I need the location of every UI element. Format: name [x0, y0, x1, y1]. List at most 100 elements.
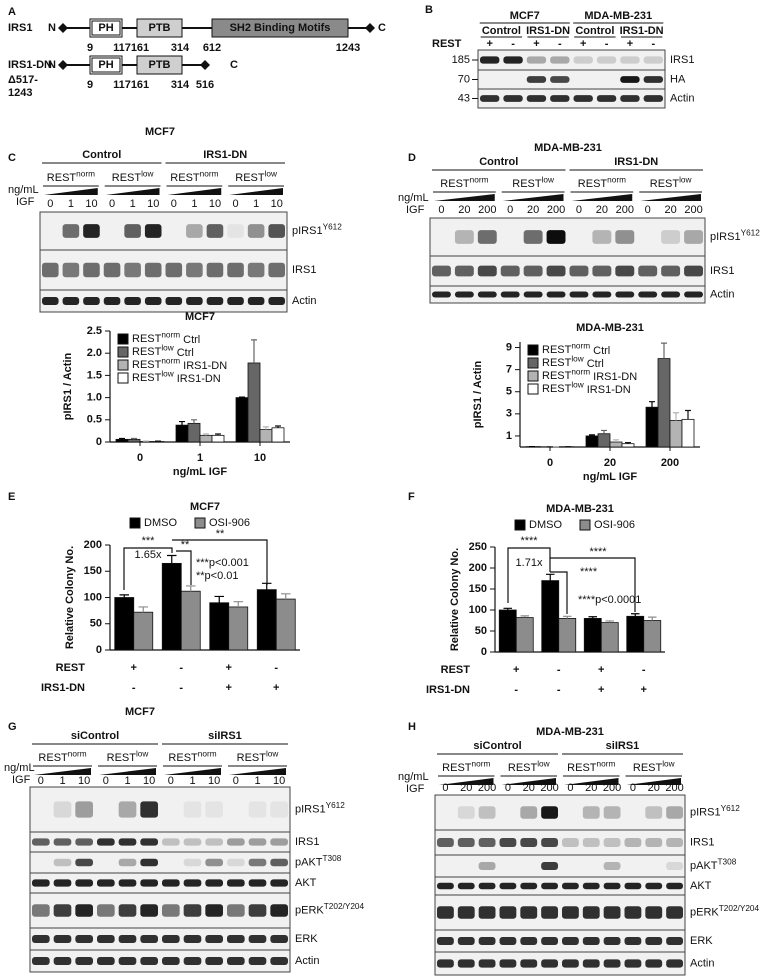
blot-band: [603, 937, 621, 945]
blot-band: [247, 262, 265, 278]
dose: 0: [47, 198, 53, 210]
blot-band: [118, 858, 137, 867]
dose: 200: [478, 782, 496, 794]
significance: **: [181, 539, 190, 551]
blot-band: [162, 879, 180, 887]
blot-band: [620, 76, 640, 83]
blot-band: [118, 838, 137, 846]
blot-band: [53, 957, 72, 965]
error-bar: [613, 439, 619, 443]
blot-band: [205, 904, 223, 917]
condition: RESTlow: [237, 750, 279, 764]
error-bar: [503, 607, 512, 610]
blot-band: [457, 906, 475, 919]
bar: [187, 422, 201, 443]
sign: -: [605, 38, 609, 50]
blot-band: [62, 297, 80, 305]
blot-band: [248, 957, 267, 965]
blot-band: [53, 801, 72, 818]
sign: +: [580, 38, 586, 50]
blot-row-label: pIRS1Y612: [710, 229, 760, 243]
blot-band: [53, 879, 72, 887]
dose: 1: [59, 775, 65, 787]
label-part: Actin: [710, 288, 734, 300]
bar: [681, 418, 695, 448]
blot-band: [124, 297, 141, 305]
blot-band: [478, 838, 496, 847]
blot-band: [541, 906, 558, 919]
y-axis-label: Relative Colony No.: [449, 548, 461, 651]
group-name: Control: [82, 149, 121, 161]
blot-strip: [434, 894, 686, 931]
blot-band: [183, 801, 202, 818]
error-bar: [588, 616, 597, 619]
blot-band: [645, 806, 663, 819]
blot-band: [183, 858, 202, 867]
label-part: norm: [571, 342, 590, 351]
dose: 0: [171, 198, 177, 210]
blot-band: [666, 906, 683, 919]
blot-band: [206, 297, 224, 305]
blot-band: [541, 937, 558, 945]
blot-band: [75, 904, 93, 917]
blot-band: [478, 806, 496, 819]
label-part: pIRS1: [292, 225, 323, 237]
blot-band: [499, 937, 517, 945]
legend-swatch: [117, 333, 129, 345]
legend-swatch: [194, 517, 206, 529]
group-name: IRS1-DN: [620, 25, 664, 37]
label-part: REST: [512, 178, 542, 190]
blot-band: [53, 904, 72, 917]
blot-band: [205, 935, 223, 943]
blot-row-label: pIRS1Y612: [295, 801, 345, 815]
label-part: REST: [650, 178, 680, 190]
sign: -: [514, 684, 518, 696]
bar: [127, 438, 141, 443]
label-part: AKT: [690, 880, 712, 892]
bar: [585, 435, 599, 448]
blot-band: [162, 838, 180, 846]
blot-row-label: ERK: [690, 935, 713, 947]
blot-band: [206, 224, 224, 238]
dose: 1: [68, 198, 74, 210]
chart-title: MDA-MB-231: [576, 322, 644, 334]
error-bar: [563, 615, 572, 619]
label-part: Ctrl: [593, 345, 610, 357]
blot-band: [526, 76, 547, 83]
blot-band: [562, 959, 579, 968]
label-part: OSI-906: [209, 517, 250, 529]
error-bar: [275, 425, 281, 428]
group-name: siIRS1: [606, 740, 640, 752]
dose-unit: ng/mL: [8, 184, 39, 196]
error-bar: [648, 616, 657, 621]
bar: [259, 429, 273, 443]
legend-label: RESTnorm IRS1-DN: [132, 357, 227, 372]
blot-band: [97, 957, 115, 965]
error-bar: [649, 401, 655, 408]
dose-wedge: [439, 778, 494, 785]
panel-label: C: [8, 152, 16, 164]
label-part: Actin: [292, 295, 316, 307]
domain-box: [89, 55, 123, 75]
label-part: low: [161, 370, 173, 379]
bar: [114, 597, 135, 651]
blot-band: [477, 230, 497, 244]
row-label: IRS1-DN: [426, 684, 470, 696]
blot-band: [432, 265, 451, 277]
blot-band: [454, 230, 474, 244]
blot-band: [603, 959, 621, 968]
dose: 200: [665, 782, 683, 794]
label-part: Actin: [690, 957, 714, 969]
blot-band: [603, 862, 621, 870]
dose-unit: ng/mL: [398, 771, 429, 783]
error-bar: [215, 433, 221, 436]
residue-number: 516: [196, 79, 214, 91]
blot-band: [62, 224, 80, 238]
blot-band: [165, 262, 183, 278]
blot-band: [186, 224, 203, 238]
blot-band: [75, 801, 93, 818]
residue-number: 161: [131, 42, 149, 54]
error-bar: [131, 437, 137, 440]
residue-number: 314: [171, 79, 190, 91]
label-part: IRS1: [710, 265, 734, 277]
